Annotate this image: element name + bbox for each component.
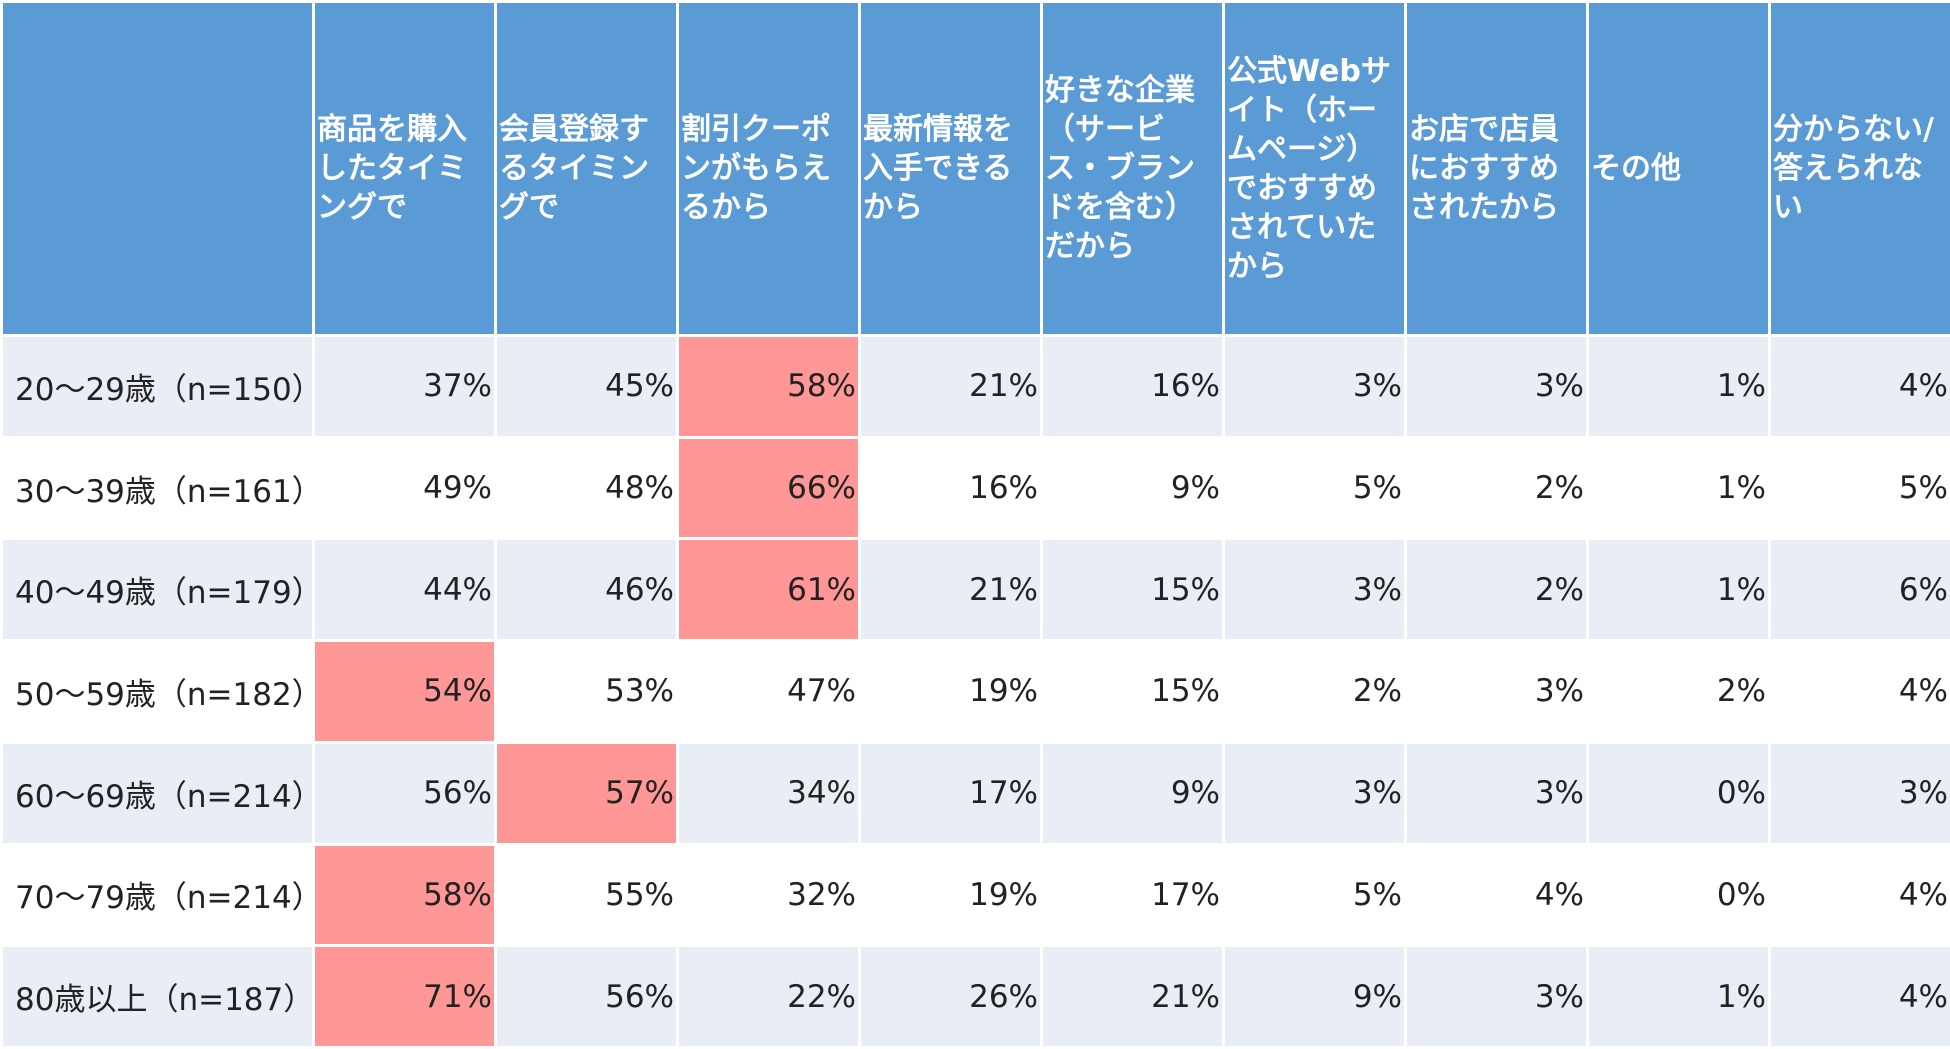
value-cell: 2% bbox=[1586, 639, 1771, 744]
value-cell: 3% bbox=[1404, 334, 1589, 439]
value-cell: 6% bbox=[1768, 537, 1950, 643]
value-cell: 19% bbox=[858, 639, 1043, 744]
value-cell: 26% bbox=[858, 944, 1043, 1049]
value-cell: 0% bbox=[1586, 842, 1771, 948]
value-cell: 15% bbox=[1040, 537, 1225, 643]
highlighted-value-cell: 57% bbox=[494, 740, 679, 846]
value-cell: 22% bbox=[676, 944, 861, 1049]
column-header: その他 bbox=[1586, 0, 1771, 337]
value-cell: 9% bbox=[1040, 740, 1225, 846]
value-cell: 45% bbox=[494, 334, 679, 439]
value-cell: 17% bbox=[1040, 842, 1225, 948]
value-cell: 4% bbox=[1768, 639, 1950, 744]
value-cell: 4% bbox=[1768, 334, 1950, 439]
column-header: 最新情報を入手できるから bbox=[858, 0, 1043, 337]
table-row: 30～39歳（n=161） 49% 48% 66% 16% 9% 5% 2% 1% 5% bbox=[0, 435, 1950, 541]
column-header: 商品を購入したタイミングで bbox=[312, 0, 497, 337]
highlighted-value-cell: 58% bbox=[312, 842, 497, 948]
value-cell: 9% bbox=[1040, 435, 1225, 541]
column-header: 割引クーポンがもらえるから bbox=[676, 0, 861, 337]
value-cell: 56% bbox=[312, 740, 497, 846]
value-cell: 4% bbox=[1768, 944, 1950, 1049]
value-cell: 5% bbox=[1222, 435, 1407, 541]
highlighted-value-cell: 54% bbox=[312, 639, 497, 744]
highlighted-value-cell: 61% bbox=[676, 537, 861, 643]
value-cell: 48% bbox=[494, 435, 679, 541]
row-label: 60～69歳（n=214） bbox=[0, 740, 315, 846]
value-cell: 16% bbox=[1040, 334, 1225, 439]
row-label: 50～59歳（n=182） bbox=[0, 639, 315, 744]
value-cell: 0% bbox=[1586, 740, 1771, 846]
row-label: 20～29歳（n=150） bbox=[0, 334, 315, 439]
value-cell: 49% bbox=[312, 435, 497, 541]
value-cell: 9% bbox=[1222, 944, 1407, 1049]
value-cell: 46% bbox=[494, 537, 679, 643]
table-row: 80歳以上（n=187） 71% 56% 22% 26% 21% 9% 3% 1% 4% bbox=[0, 944, 1950, 1049]
highlighted-value-cell: 66% bbox=[676, 435, 861, 541]
table-row: 70～79歳（n=214） 58% 55% 32% 19% 17% 5% 4% 0% 4% bbox=[0, 842, 1950, 948]
highlighted-value-cell: 71% bbox=[312, 944, 497, 1049]
value-cell: 3% bbox=[1222, 334, 1407, 439]
table-row: 40～49歳（n=179） 44% 46% 61% 21% 15% 3% 2% 1% 6% bbox=[0, 537, 1950, 643]
value-cell: 1% bbox=[1586, 334, 1771, 439]
value-cell: 3% bbox=[1404, 944, 1589, 1049]
column-header: 好きな企業（サービス・ブランドを含む）だから bbox=[1040, 0, 1225, 337]
column-header: お店で店員におすすめされたから bbox=[1404, 0, 1589, 337]
value-cell: 1% bbox=[1586, 944, 1771, 1049]
value-cell: 2% bbox=[1404, 435, 1589, 541]
table-row: 50～59歳（n=182） 54% 53% 47% 19% 15% 2% 3% 2% 4% bbox=[0, 639, 1950, 744]
value-cell: 4% bbox=[1404, 842, 1589, 948]
highlighted-value-cell: 58% bbox=[676, 334, 861, 439]
value-cell: 2% bbox=[1404, 537, 1589, 643]
row-label: 30～39歳（n=161） bbox=[0, 435, 315, 541]
value-cell: 1% bbox=[1586, 435, 1771, 541]
row-label: 80歳以上（n=187） bbox=[0, 944, 315, 1049]
value-cell: 19% bbox=[858, 842, 1043, 948]
value-cell: 56% bbox=[494, 944, 679, 1049]
column-header: 公式Webサイト（ホームページ）でおすすめされていたから bbox=[1222, 0, 1407, 337]
value-cell: 17% bbox=[858, 740, 1043, 846]
value-cell: 47% bbox=[676, 639, 861, 744]
value-cell: 5% bbox=[1768, 435, 1950, 541]
value-cell: 21% bbox=[858, 537, 1043, 643]
table-body: 20～29歳（n=150） 37% 45% 58% 21% 16% 3% 3% 1% 4% 30～3… bbox=[0, 334, 1950, 1049]
value-cell: 15% bbox=[1040, 639, 1225, 744]
value-cell: 55% bbox=[494, 842, 679, 948]
value-cell: 53% bbox=[494, 639, 679, 744]
value-cell: 21% bbox=[858, 334, 1043, 439]
table-row: 60～69歳（n=214） 56% 57% 34% 17% 9% 3% 3% 0% 3% bbox=[0, 740, 1950, 846]
value-cell: 37% bbox=[312, 334, 497, 439]
value-cell: 3% bbox=[1404, 740, 1589, 846]
value-cell: 34% bbox=[676, 740, 861, 846]
value-cell: 2% bbox=[1222, 639, 1407, 744]
column-header: 分からない/答えられない bbox=[1768, 0, 1950, 337]
header-corner bbox=[0, 0, 315, 337]
table-row: 20～29歳（n=150） 37% 45% 58% 21% 16% 3% 3% 1% 4% bbox=[0, 334, 1950, 439]
value-cell: 16% bbox=[858, 435, 1043, 541]
value-cell: 3% bbox=[1222, 740, 1407, 846]
column-header: 会員登録するタイミングで bbox=[494, 0, 679, 337]
row-label: 70～79歳（n=214） bbox=[0, 842, 315, 948]
value-cell: 3% bbox=[1404, 639, 1589, 744]
value-cell: 32% bbox=[676, 842, 861, 948]
value-cell: 3% bbox=[1768, 740, 1950, 846]
value-cell: 1% bbox=[1586, 537, 1771, 643]
header-row: 商品を購入したタイミングで 会員登録するタイミングで 割引クーポンがもらえるから… bbox=[0, 0, 1950, 337]
value-cell: 5% bbox=[1222, 842, 1407, 948]
value-cell: 21% bbox=[1040, 944, 1225, 1049]
value-cell: 44% bbox=[312, 537, 497, 643]
value-cell: 4% bbox=[1768, 842, 1950, 948]
value-cell: 3% bbox=[1222, 537, 1407, 643]
row-label: 40～49歳（n=179） bbox=[0, 537, 315, 643]
